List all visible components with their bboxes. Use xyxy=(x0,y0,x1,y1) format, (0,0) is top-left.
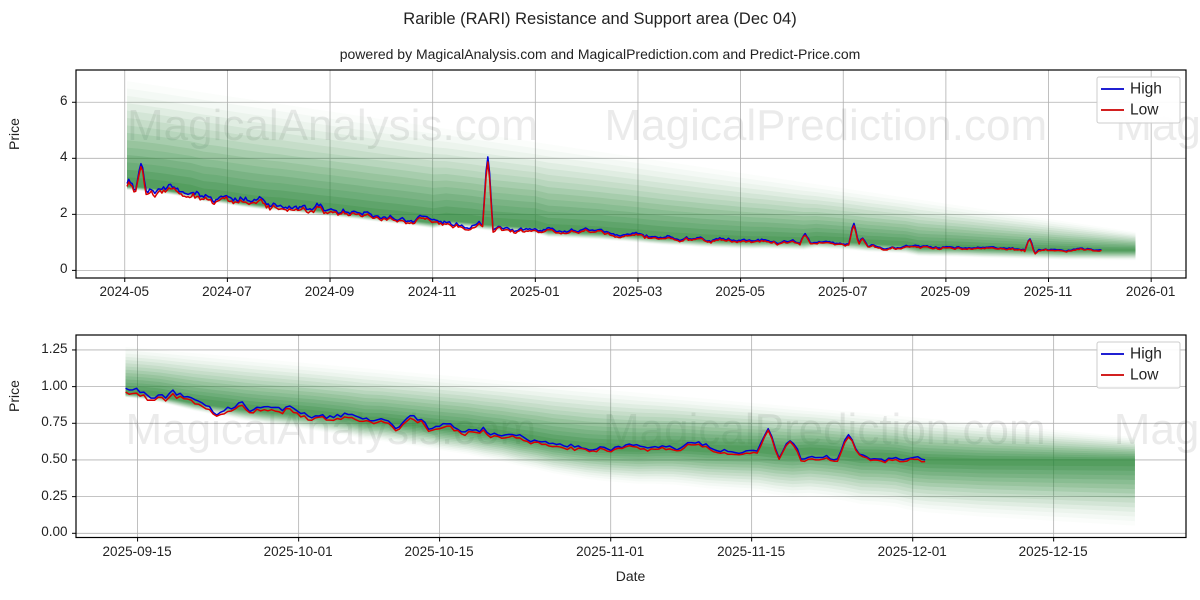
svg-text:High: High xyxy=(1130,81,1162,98)
svg-text:Low: Low xyxy=(1130,367,1159,384)
svg-text:High: High xyxy=(1130,346,1162,363)
svg-text:MagicalPrediction.com: MagicalPrediction.com xyxy=(604,101,1047,150)
svg-text:Low: Low xyxy=(1130,102,1159,119)
